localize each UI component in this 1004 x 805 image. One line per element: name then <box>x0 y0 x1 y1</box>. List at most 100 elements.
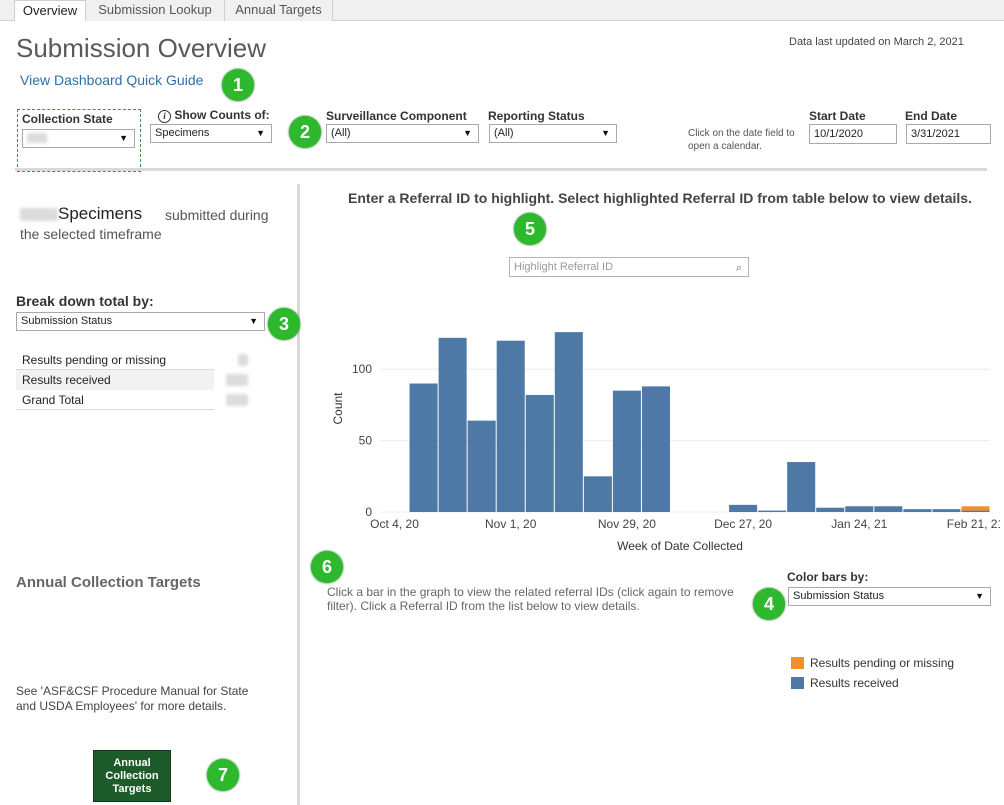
legend-item[interactable]: Results received <box>791 675 954 695</box>
chart-instructions-title: Enter a Referral ID to highlight. Select… <box>348 190 972 206</box>
x-tick-label: Dec 27, 20 <box>714 517 772 531</box>
surveillance-label: Surveillance Component <box>326 109 467 123</box>
redacted-value <box>238 354 248 366</box>
step-badge-5: 5 <box>514 213 546 245</box>
chart-bar[interactable] <box>903 509 932 512</box>
chart-bars[interactable] <box>409 332 990 512</box>
start-date-label: Start Date <box>809 109 866 123</box>
annual-targets-heading: Annual Collection Targets <box>16 574 201 591</box>
y-tick-label: 0 <box>365 505 372 519</box>
x-tick-label: Oct 4, 20 <box>370 517 419 531</box>
show-counts-text: Show Counts of: <box>174 108 270 122</box>
collection-state-dropdown[interactable]: ▼ <box>22 129 135 148</box>
table-row[interactable]: Results received <box>16 370 248 390</box>
breakdown-dropdown[interactable]: Submission Status ▼ <box>16 312 265 331</box>
redacted-value <box>27 133 47 143</box>
bar-chart: 0 50 100 Oct 4, 20 Nov 1, 20 Nov 29, 20 Dec 27… <box>331 332 1000 553</box>
procedure-manual-note: See 'ASF&CSF Procedure Manual for State … <box>16 684 249 713</box>
tab-bar: Overview Submission Lookup Annual Target… <box>0 0 1004 22</box>
legend-swatch <box>791 657 804 669</box>
color-by-label: Color bars by: <box>787 570 869 584</box>
table-row[interactable]: Grand Total <box>16 390 248 410</box>
redacted-count <box>20 208 58 222</box>
start-date-input[interactable]: 10/1/2020 <box>809 124 897 144</box>
specimen-total: Specimens <box>20 204 142 224</box>
tab-annual-targets[interactable]: Annual Targets <box>225 0 333 21</box>
legend-swatch <box>791 677 804 689</box>
search-icon: ⌕ <box>735 262 742 274</box>
chart-bar[interactable] <box>932 509 961 512</box>
show-counts-dropdown[interactable]: Specimens ▼ <box>150 124 272 143</box>
reporting-status-value: (All) <box>494 127 514 139</box>
horizontal-divider <box>15 168 987 171</box>
info-icon[interactable]: i <box>158 110 171 123</box>
step-badge-2: 2 <box>289 116 321 148</box>
row-label: Results pending or missing <box>22 353 167 367</box>
caret-down-icon: ▼ <box>249 316 258 326</box>
chart-bar[interactable] <box>758 510 787 512</box>
collection-state-label: Collection State <box>22 112 113 126</box>
chart-legend: Results pending or missing Results recei… <box>791 655 954 695</box>
legend-label: Results pending or missing <box>810 656 955 670</box>
highlight-referral-input[interactable]: Highlight Referral ID ⌕ <box>509 257 749 277</box>
chart-bar[interactable] <box>496 340 525 512</box>
end-date-input[interactable]: 3/31/2021 <box>906 124 991 144</box>
color-by-value: Submission Status <box>793 590 885 602</box>
chart-bar[interactable] <box>845 506 874 512</box>
annual-targets-button[interactable]: Annual Collection Targets <box>93 750 171 802</box>
legend-item[interactable]: Results pending or missing <box>791 655 954 675</box>
chart-bar[interactable] <box>961 506 990 511</box>
caret-down-icon: ▼ <box>601 128 610 138</box>
chart-click-instructions: Click a bar in the graph to view the rel… <box>327 585 734 613</box>
legend-label: Results received <box>810 676 899 690</box>
chart-ticks: 0 50 100 Oct 4, 20 Nov 1, 20 Nov 29, 20 Dec 27… <box>352 362 1000 531</box>
end-date-label: End Date <box>905 109 958 123</box>
color-by-dropdown[interactable]: Submission Status ▼ <box>788 587 991 606</box>
chart-bar[interactable] <box>583 476 612 512</box>
chart-bar[interactable] <box>409 383 438 512</box>
caret-down-icon: ▼ <box>119 133 128 143</box>
x-axis-label: Week of Date Collected <box>617 539 743 553</box>
caret-down-icon: ▼ <box>256 128 265 138</box>
caret-down-icon: ▼ <box>463 128 472 138</box>
breakdown-table: Results pending or missing Results recei… <box>16 350 248 410</box>
chart-bar[interactable] <box>554 332 583 512</box>
reporting-status-label: Reporting Status <box>488 109 585 123</box>
show-counts-label: i Show Counts of: <box>158 108 270 123</box>
chart-bar[interactable] <box>816 507 845 512</box>
breakdown-label: Break down total by: <box>16 293 154 309</box>
chart-bar[interactable] <box>787 462 816 512</box>
chart-bar[interactable] <box>438 337 467 512</box>
step-badge-4: 4 <box>753 588 785 620</box>
tab-submission-lookup[interactable]: Submission Lookup <box>86 0 225 21</box>
collection-state-filter <box>17 109 141 172</box>
y-tick-label: 50 <box>359 434 373 448</box>
table-row[interactable]: Results pending or missing <box>16 350 248 370</box>
x-tick-label: Jan 24, 21 <box>831 517 887 531</box>
show-counts-value: Specimens <box>155 127 210 139</box>
x-tick-label: Nov 1, 20 <box>485 517 537 531</box>
last-updated-text: Data last updated on March 2, 2021 <box>789 36 964 48</box>
redacted-value <box>226 374 248 386</box>
x-tick-label: Feb 21, 21 <box>947 517 1000 531</box>
chart-bar[interactable] <box>641 386 670 512</box>
chart-bar[interactable] <box>612 390 641 512</box>
step-badge-3: 3 <box>268 308 300 340</box>
chart-bar[interactable] <box>525 394 554 512</box>
row-label: Results received <box>22 373 111 387</box>
chart-bar[interactable] <box>729 504 758 512</box>
chart-bar[interactable] <box>961 510 990 512</box>
reporting-status-dropdown[interactable]: (All) ▼ <box>489 124 617 143</box>
step-badge-6: 6 <box>311 551 343 583</box>
chart-bar[interactable] <box>467 420 496 512</box>
surveillance-value: (All) <box>331 127 351 139</box>
breakdown-value: Submission Status <box>21 315 113 327</box>
chart-bar[interactable] <box>874 506 903 512</box>
quick-guide-link[interactable]: View Dashboard Quick Guide <box>20 72 204 88</box>
surveillance-dropdown[interactable]: (All) ▼ <box>326 124 479 143</box>
highlight-placeholder: Highlight Referral ID <box>514 261 614 273</box>
redacted-value <box>226 394 248 406</box>
caret-down-icon: ▼ <box>975 591 984 601</box>
specimen-description: submitted during the selected timeframe <box>20 207 269 242</box>
tab-overview[interactable]: Overview <box>14 0 86 22</box>
